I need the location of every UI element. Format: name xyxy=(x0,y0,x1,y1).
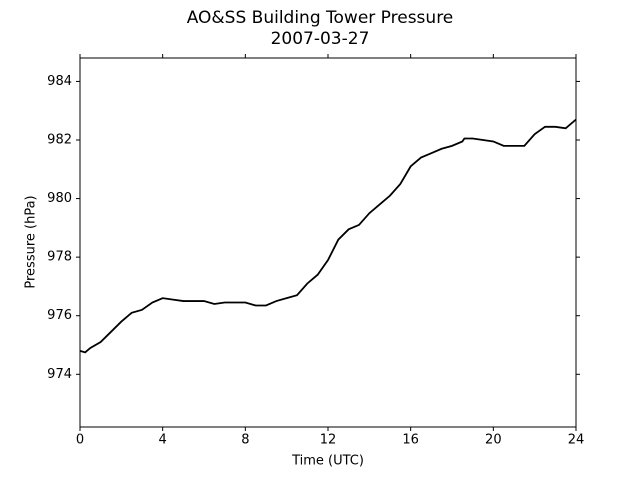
x-tick-label: 20 xyxy=(485,433,502,448)
x-tick-label: 0 xyxy=(76,433,84,448)
y-tick-label: 976 xyxy=(47,308,72,323)
chart-title: AO&SS Building Tower Pressure xyxy=(187,8,454,28)
y-tick-label: 974 xyxy=(47,367,72,382)
data-line xyxy=(79,118,577,354)
x-tick-label: 8 xyxy=(241,433,249,448)
y-tick-label: 980 xyxy=(47,191,72,206)
chart-subtitle: 2007-03-27 xyxy=(271,29,370,49)
y-tick-label: 984 xyxy=(47,74,72,89)
y-tick-label: 982 xyxy=(47,133,72,148)
x-tick-label: 4 xyxy=(159,433,167,448)
x-tick-label: 12 xyxy=(320,433,337,448)
x-tick-label: 24 xyxy=(568,433,585,448)
x-axis-label: Time (UTC) xyxy=(291,454,364,469)
x-tick-label: 16 xyxy=(402,433,419,448)
y-tick-label: 978 xyxy=(47,250,72,265)
plot-frame xyxy=(79,57,577,428)
y-axis-label: Pressure (hPa) xyxy=(24,195,39,288)
